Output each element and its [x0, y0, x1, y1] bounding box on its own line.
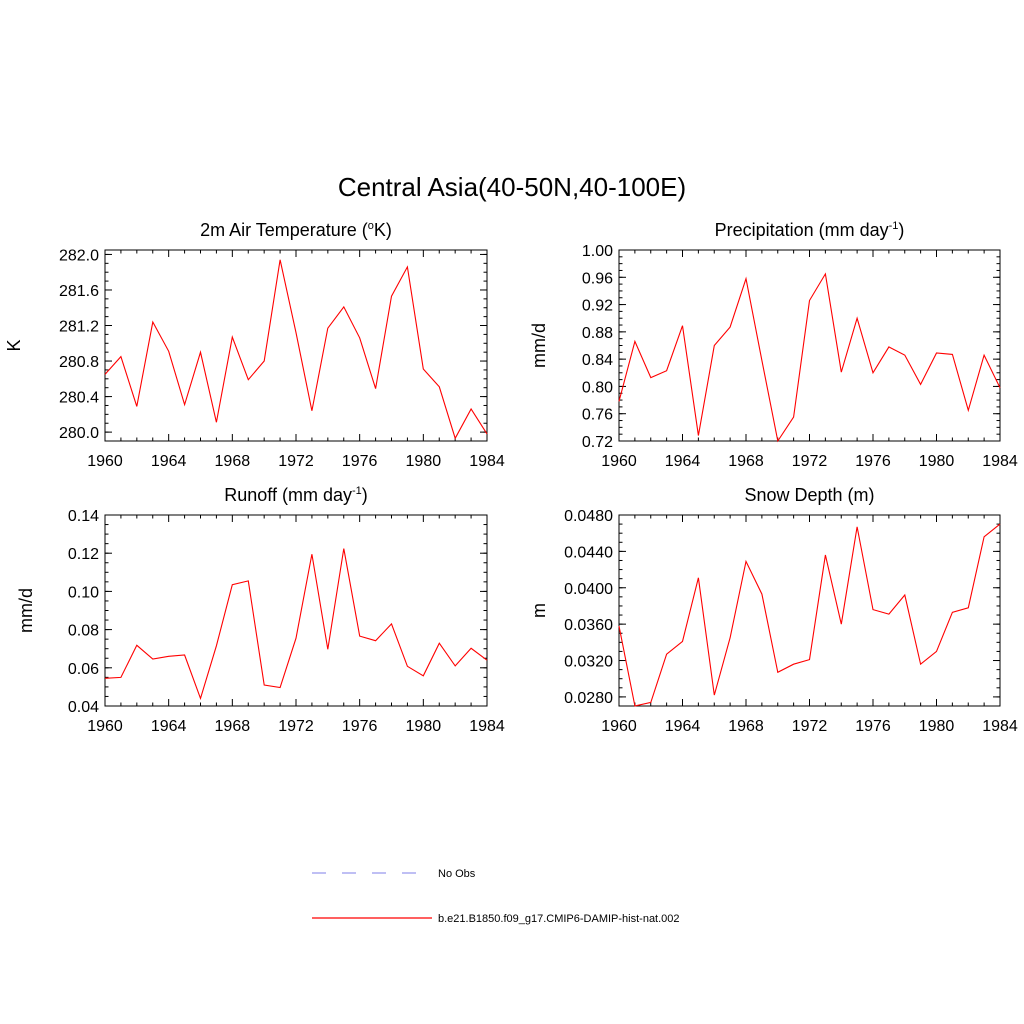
runoff-xtick-label: 1976 — [342, 718, 378, 735]
runoff-xtick-label: 1980 — [406, 718, 442, 735]
precipitation-ytick-label: 0.72 — [582, 434, 613, 451]
snow-depth-series-line — [618, 523, 1001, 707]
snow-depth-ylabel: m — [529, 603, 549, 618]
temperature-ytick-label: 280.8 — [59, 354, 99, 371]
runoff-ytick-label: 0.12 — [68, 546, 99, 563]
legend-entry-model: b.e21.B1850.f09_g17.CMIP6-DAMIP-hist-nat… — [312, 913, 680, 925]
runoff-ytick-label: 0.08 — [68, 623, 99, 640]
runoff-ytick-label: 0.04 — [68, 699, 99, 716]
temperature-xtick-label: 1972 — [278, 453, 314, 470]
snow-depth-xtick-label: 1980 — [919, 718, 955, 735]
temperature-xtick-label: 1980 — [406, 453, 442, 470]
temperature-ytick-label: 281.2 — [59, 319, 99, 336]
precipitation-series-line — [618, 272, 1001, 443]
panel-snow-depth: 1960 1964 1968 1972 1976 1980 1984 0.0280 0.0320… — [529, 485, 1018, 735]
snow-depth-ytick-label: 0.0360 — [564, 617, 613, 634]
precipitation-xtick-label: 1980 — [919, 453, 955, 470]
legend: No Obs b.e21.B1850.f09_g17.CMIP6-DAMIP-h… — [312, 868, 680, 925]
precipitation-xtick-label: 1964 — [665, 453, 701, 470]
panel-precipitation: 1960 1964 1968 1972 1976 1980 1984 0.72 0.76 0.80… — [529, 220, 1018, 470]
snow-depth-xtick-label: 1964 — [665, 718, 701, 735]
legend-label-no-obs: No Obs — [438, 868, 476, 880]
temperature-plot-frame — [104, 249, 488, 442]
runoff-plot-frame — [104, 514, 488, 707]
panel-temperature: 1960 1964 1968 1972 1976 1980 1984 280.0 280.4 28… — [4, 220, 505, 470]
runoff-xtick-label: 1960 — [87, 718, 123, 735]
snow-depth-xtick-label: 1972 — [792, 718, 828, 735]
precipitation-ytick-label: 0.76 — [582, 407, 613, 424]
snow-depth-plot-frame — [618, 514, 1001, 707]
runoff-ytick-label: 0.14 — [68, 508, 99, 525]
precipitation-xtick-label: 1972 — [792, 453, 828, 470]
snow-depth-panel-title: Snow Depth (m) — [744, 485, 874, 505]
precipitation-ytick-label: 0.88 — [582, 325, 613, 342]
snow-depth-xtick-label: 1976 — [855, 718, 891, 735]
runoff-xtick-label: 1968 — [215, 718, 251, 735]
temperature-ytick-label: 280.0 — [59, 425, 99, 442]
chart-panels: 1960 1964 1968 1972 1976 1980 1984 280.0 280.4 28… — [4, 220, 1018, 735]
runoff-xtick-label: 1964 — [151, 718, 187, 735]
temperature-ytick-label: 281.6 — [59, 283, 99, 300]
runoff-ytick-label: 0.06 — [68, 661, 99, 678]
temperature-xtick-label: 1960 — [87, 453, 123, 470]
temperature-xtick-label: 1964 — [151, 453, 187, 470]
temperature-ytick-label: 282.0 — [59, 247, 99, 264]
precipitation-ytick-label: 0.96 — [582, 270, 613, 287]
runoff-panel-title: Runoff (mm day-1) — [224, 485, 368, 505]
temperature-xtick-label: 1968 — [215, 453, 251, 470]
precipitation-panel-title: Precipitation (mm day-1) — [715, 220, 905, 240]
precipitation-xtick-label: 1960 — [601, 453, 637, 470]
temperature-series-line — [104, 259, 488, 440]
snow-depth-xtick-label: 1960 — [601, 718, 637, 735]
snow-depth-ytick-label: 0.0280 — [564, 690, 613, 707]
precipitation-ytick-label: 0.84 — [582, 352, 613, 369]
runoff-xtick-label: 1972 — [278, 718, 314, 735]
runoff-ytick-label: 0.10 — [68, 584, 99, 601]
temperature-xtick-label: 1984 — [469, 453, 505, 470]
runoff-ylabel: mm/d — [16, 588, 36, 633]
precipitation-ylabel: mm/d — [529, 323, 549, 368]
precipitation-ytick-label: 1.00 — [582, 243, 613, 260]
figure-title: Central Asia(40-50N,40-100E) — [338, 172, 686, 202]
precipitation-plot-frame — [618, 249, 1001, 442]
snow-depth-xtick-label: 1984 — [982, 718, 1018, 735]
temperature-xtick-label: 1976 — [342, 453, 378, 470]
snow-depth-ytick-label: 0.0440 — [564, 544, 613, 561]
snow-depth-ytick-label: 0.0400 — [564, 581, 613, 598]
precipitation-xtick-label: 1968 — [728, 453, 764, 470]
precipitation-xtick-label: 1984 — [982, 453, 1018, 470]
snow-depth-ytick-label: 0.0320 — [564, 654, 613, 671]
temperature-ylabel: K — [4, 339, 24, 351]
temperature-ytick-label: 280.4 — [59, 390, 99, 407]
snow-depth-xtick-label: 1968 — [728, 718, 764, 735]
snow-depth-ytick-label: 0.0480 — [564, 508, 613, 525]
precipitation-ytick-label: 0.92 — [582, 298, 613, 315]
runoff-series-line — [104, 548, 488, 701]
legend-label-model: b.e21.B1850.f09_g17.CMIP6-DAMIP-hist-nat… — [438, 913, 680, 925]
legend-entry-no-obs: No Obs — [312, 868, 476, 880]
runoff-xtick-label: 1984 — [469, 718, 505, 735]
temperature-panel-title: 2m Air Temperature (oK) — [200, 220, 392, 240]
precipitation-xtick-label: 1976 — [855, 453, 891, 470]
precipitation-ytick-label: 0.80 — [582, 379, 613, 396]
panel-runoff: 1960 1964 1968 1972 1976 1980 1984 0.04 0.06 0.08… — [16, 485, 505, 735]
